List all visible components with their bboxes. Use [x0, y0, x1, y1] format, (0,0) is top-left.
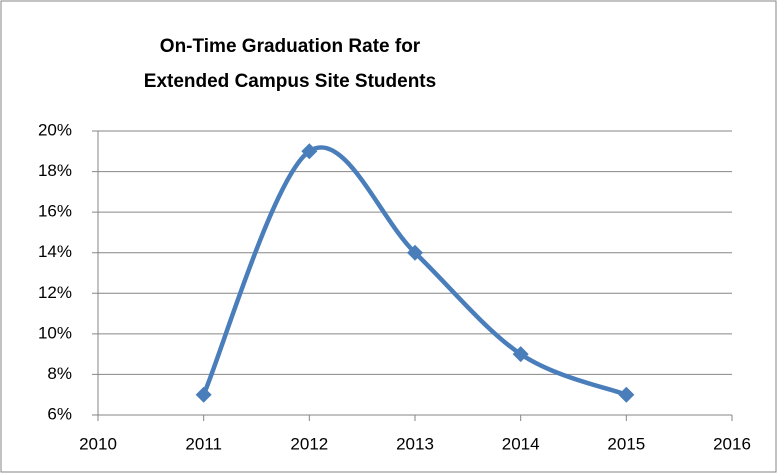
- chart-title: On-Time Graduation Rate for: [160, 36, 421, 57]
- x-tick-label: 2014: [502, 434, 540, 453]
- x-tick-label: 2010: [79, 434, 117, 453]
- x-tick-label: 2015: [607, 434, 645, 453]
- data-point: [195, 386, 212, 403]
- x-tick-label: 2011: [185, 434, 222, 453]
- y-tick-label: 6%: [47, 404, 72, 423]
- y-tick-label: 18%: [38, 161, 72, 180]
- data-point: [618, 386, 635, 403]
- chart-title: Extended Campus Site Students: [144, 71, 436, 92]
- series-line: [201, 145, 628, 397]
- y-tick-label: 12%: [38, 283, 72, 302]
- x-tick-label: 2013: [396, 434, 434, 453]
- y-tick-label: 8%: [47, 364, 72, 383]
- y-tick-label: 14%: [38, 242, 72, 261]
- x-tick-label: 2012: [290, 434, 328, 453]
- data-point: [512, 346, 529, 363]
- y-tick-label: 10%: [38, 323, 72, 342]
- x-tick-label: 2016: [713, 434, 751, 453]
- data-point: [301, 143, 318, 160]
- y-tick-label: 20%: [38, 120, 72, 139]
- data-point: [407, 244, 423, 261]
- y-tick-label: 16%: [38, 202, 72, 221]
